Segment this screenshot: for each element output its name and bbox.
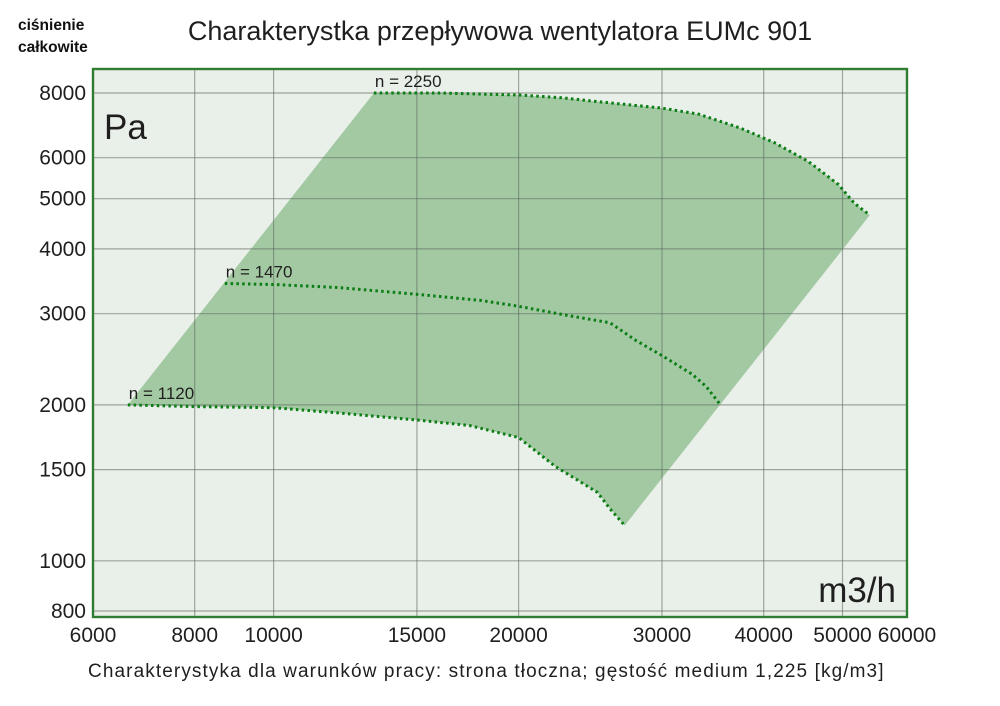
x-tick-label: 6000: [70, 624, 117, 647]
fan-curve: [127, 403, 626, 527]
y-tick-label: 4000: [39, 238, 86, 261]
chart-caption: Charakterystyka dla warunków pracy: stro…: [88, 661, 885, 682]
y-axis-title-line1: ciśnienie: [18, 17, 85, 34]
plot-border: [91, 67, 909, 619]
curve-label: n = 1120: [129, 384, 194, 403]
x-tick-label: 30000: [633, 624, 691, 647]
y-tick-label: 1500: [39, 459, 86, 482]
y-tick-label: 1000: [39, 550, 86, 573]
y-axis-title-line2: całkowite: [18, 39, 88, 56]
x-tick-label: 10000: [244, 624, 302, 647]
curve-label: n = 1470: [226, 263, 293, 282]
x-tick-label: 20000: [489, 624, 547, 647]
y-tick-label: 6000: [39, 147, 86, 170]
x-tick-label: 8000: [171, 624, 218, 647]
fan-curve: [373, 91, 871, 217]
chart-layers: n = 2250 n = 1470 n = 1120 6000 8000 10000 150…: [39, 67, 936, 647]
x-tick-label: 40000: [734, 624, 792, 647]
y-tick-label: 800: [51, 600, 86, 623]
y-axis-unit-label: Pa: [104, 108, 147, 147]
chart-title: Charakterystka przepływowa wentylatora E…: [187, 16, 813, 46]
y-tick-label: 8000: [39, 82, 86, 105]
y-tick-label: 5000: [39, 188, 86, 211]
y-tick-label: 3000: [39, 303, 86, 326]
fan-curve: [224, 282, 722, 406]
curve-label: n = 2250: [375, 72, 442, 91]
x-tick-label: 60000: [878, 624, 936, 647]
y-axis-title: ciśnienie całkowite: [18, 15, 88, 59]
x-axis-unit-label: m3/h: [818, 571, 896, 610]
x-tick-label: 15000: [388, 624, 446, 647]
operating-region: [127, 93, 870, 526]
x-tick-label: 50000: [813, 624, 871, 647]
y-tick-label: 2000: [39, 394, 86, 417]
